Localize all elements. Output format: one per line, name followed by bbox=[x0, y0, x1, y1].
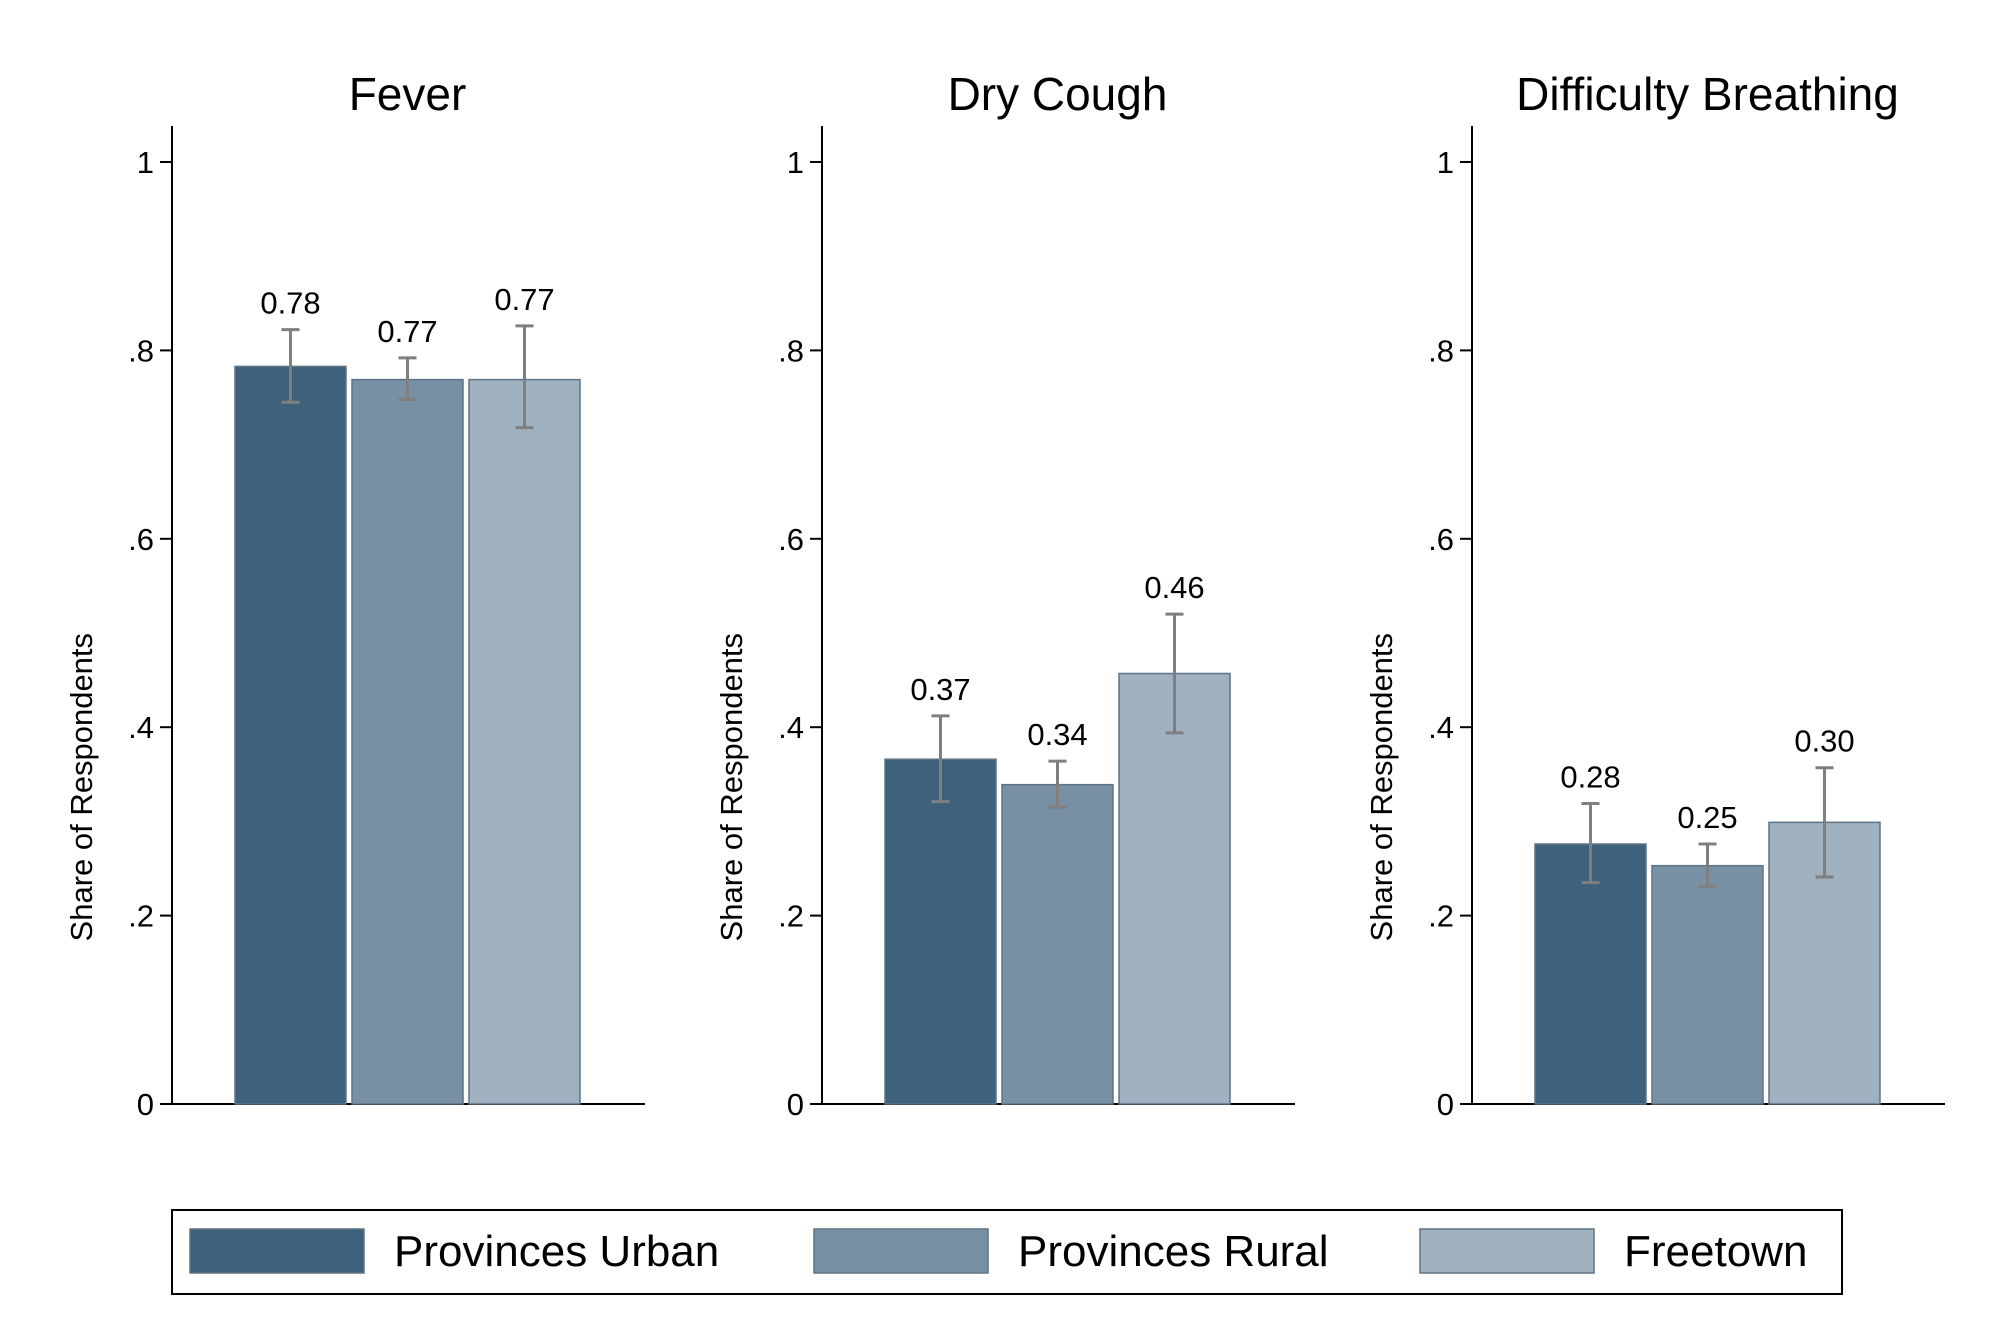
chart-panels: Fever 0 .2 .4 .6 .8 1 Share of Respondents 0.78 0… bbox=[64, 68, 1945, 1122]
y-axis-label: Share of Respondents bbox=[714, 633, 749, 942]
y-tick-label: 1 bbox=[1437, 145, 1454, 180]
y-tick-label: .4 bbox=[128, 710, 154, 745]
bar-provinces-urban bbox=[234, 365, 347, 1105]
legend: Provinces Urban Provinces Rural Freetown bbox=[171, 1209, 1843, 1295]
y-tick-label: .6 bbox=[1428, 522, 1454, 557]
value-label: 0.34 bbox=[1027, 717, 1087, 752]
y-axis-label: Share of Respondents bbox=[1364, 633, 1399, 942]
y-tick-label: .6 bbox=[778, 522, 804, 557]
y-tick-label: .8 bbox=[1428, 333, 1454, 368]
panel-title: Difficulty Breathing bbox=[1516, 68, 1899, 120]
y-tick-label: .8 bbox=[128, 333, 154, 368]
bar-provinces-rural bbox=[1001, 783, 1114, 1105]
legend-label: Provinces Rural bbox=[1018, 1227, 1329, 1276]
value-label: 0.46 bbox=[1144, 570, 1204, 605]
y-tick-label: 1 bbox=[137, 145, 154, 180]
value-label: 0.77 bbox=[494, 282, 554, 317]
y-tick-label: 1 bbox=[787, 145, 804, 180]
panel-2: Dry Cough 0 .2 .4 .6 .8 1 Share of Respondents 0… bbox=[714, 68, 1295, 1122]
y-axis-label: Share of Respondents bbox=[64, 633, 99, 942]
y-tick-label: .2 bbox=[128, 899, 154, 934]
y-tick-label: .2 bbox=[1428, 899, 1454, 934]
panel-title: Fever bbox=[349, 68, 467, 120]
y-tick-label: 0 bbox=[137, 1087, 154, 1122]
panel-title: Dry Cough bbox=[948, 68, 1168, 120]
bar-provinces-urban bbox=[1534, 843, 1647, 1105]
y-tick-label: 0 bbox=[1437, 1087, 1454, 1122]
y-tick-label: .4 bbox=[778, 710, 804, 745]
value-label: 0.25 bbox=[1677, 800, 1737, 835]
y-tick-label: 0 bbox=[787, 1087, 804, 1122]
panel-1: Fever 0 .2 .4 .6 .8 1 Share of Respondents 0.78 0… bbox=[64, 68, 645, 1122]
value-label: 0.78 bbox=[260, 286, 320, 321]
legend-label: Provinces Urban bbox=[394, 1227, 719, 1276]
y-tick-label: .6 bbox=[128, 522, 154, 557]
y-tick-label: .8 bbox=[778, 333, 804, 368]
value-label: 0.37 bbox=[910, 672, 970, 707]
value-label: 0.77 bbox=[377, 314, 437, 349]
bar-freetown bbox=[468, 378, 581, 1105]
bar-freetown bbox=[1118, 672, 1231, 1105]
y-tick-label: .2 bbox=[778, 899, 804, 934]
bar-provinces-urban bbox=[884, 758, 997, 1105]
legend-swatch bbox=[189, 1228, 365, 1274]
panel-3: Difficulty Breathing 0 .2 .4 .6 .8 1 Share of R… bbox=[1364, 68, 1945, 1122]
legend-label: Freetown bbox=[1624, 1227, 1807, 1276]
value-label: 0.30 bbox=[1794, 724, 1854, 759]
legend-swatch bbox=[1419, 1228, 1595, 1274]
y-tick-label: .4 bbox=[1428, 710, 1454, 745]
legend-swatch bbox=[813, 1228, 989, 1274]
value-label: 0.28 bbox=[1560, 760, 1620, 795]
bar-provinces-rural bbox=[1651, 864, 1764, 1105]
bar-provinces-rural bbox=[351, 378, 464, 1105]
